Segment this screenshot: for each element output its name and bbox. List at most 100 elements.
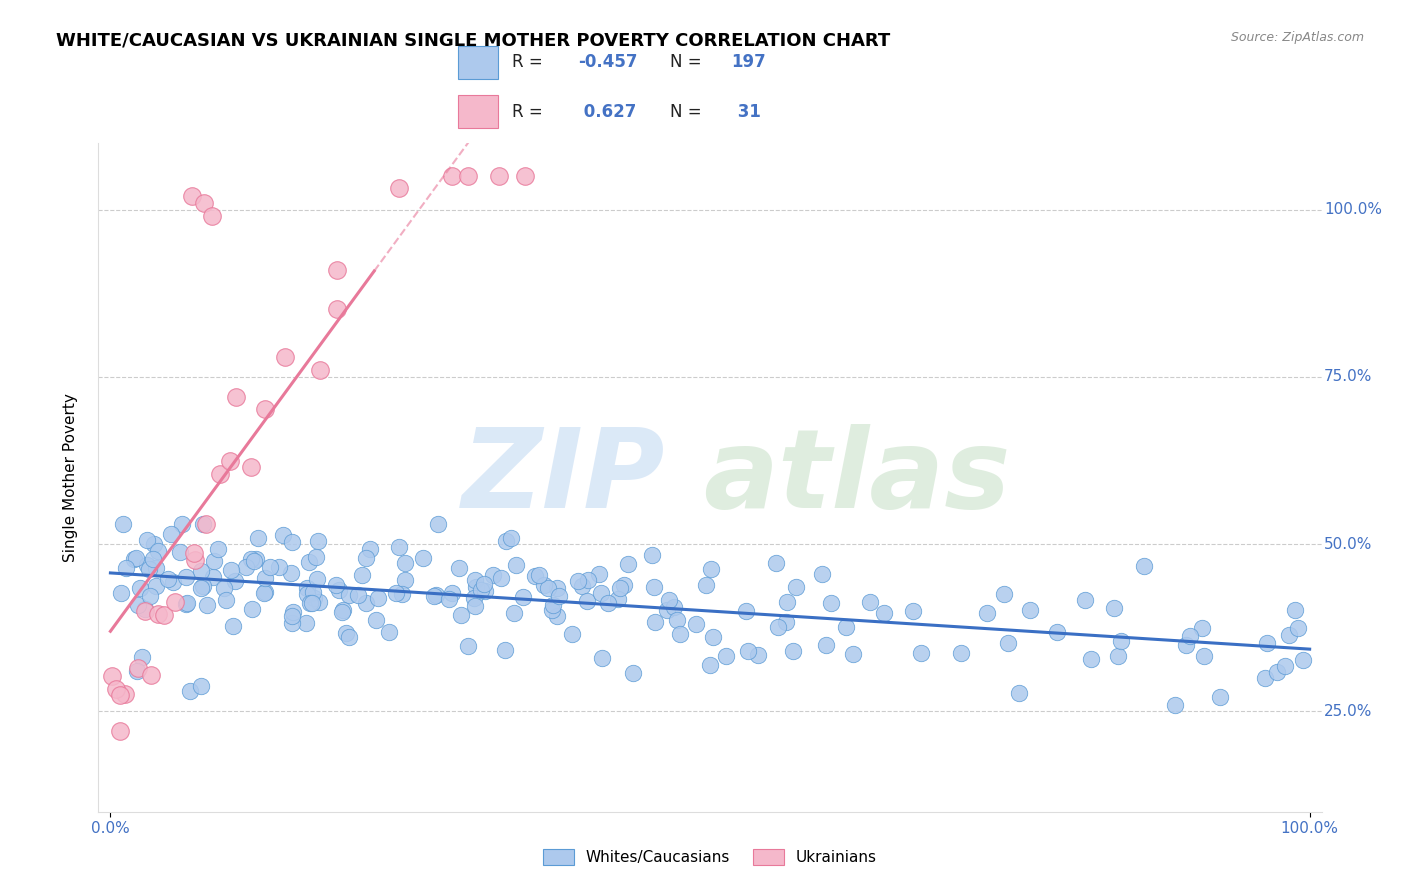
Point [190,680,212,694]
Point [547,582,569,596]
Point [427,517,450,532]
Point [195,598,218,612]
Point [194,517,217,532]
Point [734,604,756,618]
Point [702,630,724,644]
Point [616,557,638,571]
Point [910,646,932,660]
Point [976,606,998,620]
Point [309,363,332,377]
Point [737,644,759,658]
Point [253,584,276,599]
Point [567,574,589,589]
Point [576,573,599,587]
Point [997,636,1019,650]
Point [337,588,360,602]
Point [136,558,159,573]
Text: ZIP: ZIP [461,424,665,531]
Point [503,606,526,620]
Point [388,181,411,195]
Point [494,643,516,657]
Point [174,569,197,583]
Text: 75.0%: 75.0% [1324,369,1372,384]
Bar [457,95,498,128]
Point [219,563,242,577]
Point [134,604,156,618]
Point [643,580,665,594]
Point [297,581,319,595]
Point [305,549,328,564]
Text: 0.627: 0.627 [578,103,637,120]
Point [412,551,434,566]
Point [174,597,197,611]
Point [325,578,347,592]
Point [695,578,717,592]
Point [1254,672,1277,686]
Point [591,651,613,665]
Point [714,649,737,664]
Point [212,581,235,595]
Point [1080,651,1102,665]
Point [326,302,349,317]
Text: Source: ZipAtlas.com: Source: ZipAtlas.com [1230,31,1364,45]
Point [775,615,797,629]
Point [1175,638,1198,652]
Text: 197: 197 [731,54,766,71]
Point [281,605,304,619]
Point [111,517,134,532]
Point [134,602,156,616]
Point [339,630,361,644]
Point [225,390,247,404]
Point [127,661,149,675]
Point [394,574,416,588]
Point [201,570,224,584]
Point [179,683,201,698]
Point [127,664,149,678]
Point [447,560,470,574]
Point [243,554,266,568]
Point [571,579,593,593]
Point [495,533,517,548]
Point [201,210,224,224]
Point [280,616,302,631]
Point [240,602,263,616]
Point [540,602,562,616]
Text: 31: 31 [731,103,761,120]
Point [224,574,246,588]
Point [302,585,325,599]
Point [152,608,174,623]
Point [207,542,229,557]
Point [1191,622,1213,636]
Point [482,568,505,582]
Point [441,585,464,599]
Point [124,550,146,565]
Point [115,560,138,574]
Text: 100.0%: 100.0% [1324,202,1382,217]
Point [254,402,277,417]
Point [280,566,302,580]
Point [202,553,225,567]
Y-axis label: Single Mother Poverty: Single Mother Poverty [63,392,77,562]
Point [162,575,184,590]
Point [546,608,568,623]
Point [664,599,686,614]
Point [811,567,834,582]
Point [1209,690,1232,704]
Point [127,598,149,612]
Point [105,681,128,696]
Bar [457,45,498,78]
Point [305,572,328,586]
Point [658,593,681,607]
Point [872,607,894,621]
Point [218,454,240,468]
Point [304,591,326,605]
Point [156,572,179,586]
Point [596,596,619,610]
Point [1278,628,1301,642]
Point [190,564,212,578]
Point [457,639,479,653]
Point [464,599,486,613]
Point [146,544,169,558]
Point [356,596,378,610]
Point [193,579,215,593]
